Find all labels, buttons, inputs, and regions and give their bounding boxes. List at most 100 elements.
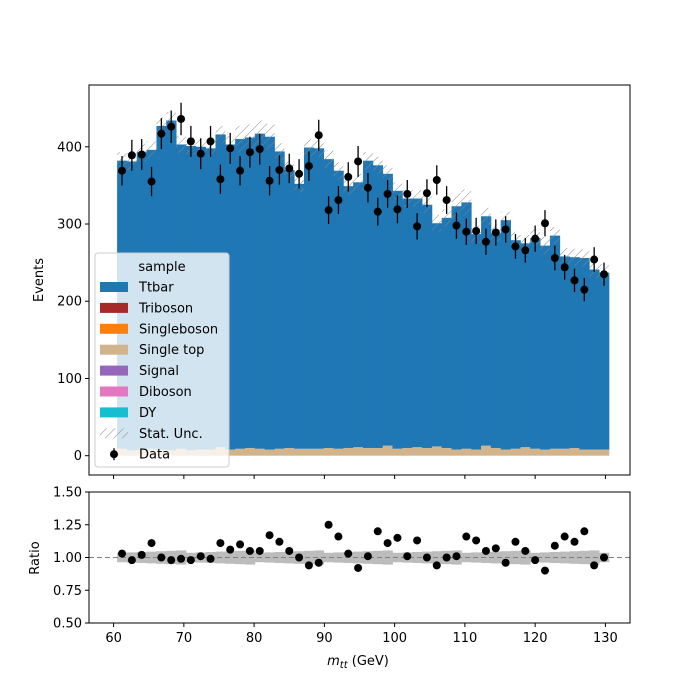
bar-ttbar: [343, 186, 354, 448]
data-point: [491, 228, 500, 237]
bar-single-top: [422, 447, 433, 456]
bar-ttbar: [520, 243, 531, 448]
bar-ttbar: [363, 160, 374, 448]
bar-single-top: [225, 449, 236, 456]
bar-ttbar: [471, 234, 482, 450]
data-point: [324, 206, 333, 215]
stat-unc-box: [382, 165, 393, 183]
data-point: [452, 221, 461, 230]
stat-unc-box: [353, 173, 364, 191]
stat-unc-box: [441, 209, 452, 227]
ratio-band-box: [323, 552, 334, 563]
ratio-y-axis-label: Ratio: [28, 541, 43, 574]
data-point: [167, 122, 176, 131]
ratio-band-box: [353, 551, 364, 564]
ratio-band-box: [225, 551, 236, 564]
bar-single-top: [343, 447, 354, 456]
bar-ttbar: [549, 235, 561, 449]
x-axis-label: mtt (GeV): [327, 654, 389, 671]
data-point: [403, 189, 412, 198]
bar-ttbar: [264, 136, 275, 450]
ratio-point: [511, 537, 520, 546]
x-tick-label: 130: [593, 631, 618, 646]
bar-ttbar: [392, 190, 403, 449]
data-point: [157, 129, 166, 138]
ratio-point: [531, 556, 540, 565]
bar-single-top: [294, 448, 305, 456]
x-axis-label-unit: (GeV): [348, 654, 389, 669]
bar-ttbar: [284, 169, 295, 448]
bar-ttbar: [461, 202, 472, 449]
data-point: [177, 114, 186, 123]
main-y-axis: 0 100 200 300 400: [57, 140, 89, 464]
ratio-point: [196, 552, 205, 561]
data-point: [590, 255, 599, 264]
data-point: [255, 145, 264, 154]
bar-single-top: [530, 448, 541, 456]
bar-single-top: [461, 448, 472, 456]
stat-unc-box: [461, 189, 472, 216]
stat-unc-box: [215, 125, 226, 143]
bar-ttbar: [431, 223, 443, 447]
stat-unc-box: [579, 249, 590, 267]
bar-ttbar: [490, 233, 502, 448]
bar-single-top: [284, 447, 295, 456]
data-point: [373, 207, 382, 216]
legend-label-ttbar: Ttbar: [138, 281, 174, 296]
bar-ttbar: [294, 183, 305, 449]
legend-swatch-singleboson: [100, 323, 128, 334]
ratio-point: [452, 552, 461, 561]
bar-single-top: [372, 447, 384, 456]
bar-ttbar: [333, 170, 344, 449]
ratio-point: [462, 532, 471, 541]
data-point: [118, 166, 127, 175]
main-axes-frame: [88, 84, 631, 476]
bar-single-top: [431, 446, 443, 456]
bar-single-top: [549, 448, 561, 456]
data-point: [236, 166, 245, 175]
data-point: [501, 225, 510, 234]
ratio-x-axis: 60 70 80 90 100 110 120 130: [105, 623, 618, 646]
bar-ttbar: [589, 269, 600, 450]
legend-label-single-top: Single top: [139, 343, 204, 358]
ratio-point: [481, 546, 490, 555]
legend-label-stat-unc-: Stat. Unc.: [139, 427, 203, 442]
ratio-y-tick-label: 0.50: [53, 617, 82, 632]
bar-single-top: [235, 448, 246, 456]
ratio-point: [226, 545, 235, 554]
bar-ttbar: [441, 217, 452, 448]
bar-single-top: [589, 449, 600, 456]
stat-unc-box: [235, 125, 245, 153]
ratio-band-box: [579, 550, 590, 565]
bar-ttbar: [323, 159, 334, 448]
bar-ttbar: [254, 133, 266, 449]
main-y-axis-label: Events: [32, 258, 47, 302]
stat-unc-box: [333, 162, 344, 180]
ratio-band-box: [274, 551, 285, 564]
bar-ttbar: [382, 173, 393, 446]
ratio-point: [304, 561, 313, 570]
data-point: [550, 253, 559, 262]
data-point: [462, 227, 471, 236]
ratio-band-box: [146, 551, 157, 564]
ratio-point: [540, 566, 549, 575]
ratio-point: [491, 544, 500, 553]
y-tick-label: 300: [57, 218, 82, 233]
bar-single-top: [559, 448, 570, 456]
x-tick-label: 80: [246, 631, 263, 646]
ratio-point: [285, 546, 294, 555]
bar-single-top: [244, 447, 256, 456]
data-point: [196, 149, 205, 158]
bar-ttbar: [235, 139, 246, 449]
data-point: [216, 175, 225, 184]
y-tick-label: 0: [74, 449, 82, 464]
ratio-points: [118, 520, 609, 575]
data-point: [511, 242, 520, 251]
ratio-point: [501, 558, 510, 567]
bar-single-top: [441, 447, 452, 456]
ratio-point: [550, 541, 559, 550]
main-x-ticks: [113, 475, 606, 479]
bar-single-top: [579, 449, 590, 456]
ratio-point: [570, 537, 579, 546]
ratio-y-tick-label: 1.50: [53, 486, 82, 501]
